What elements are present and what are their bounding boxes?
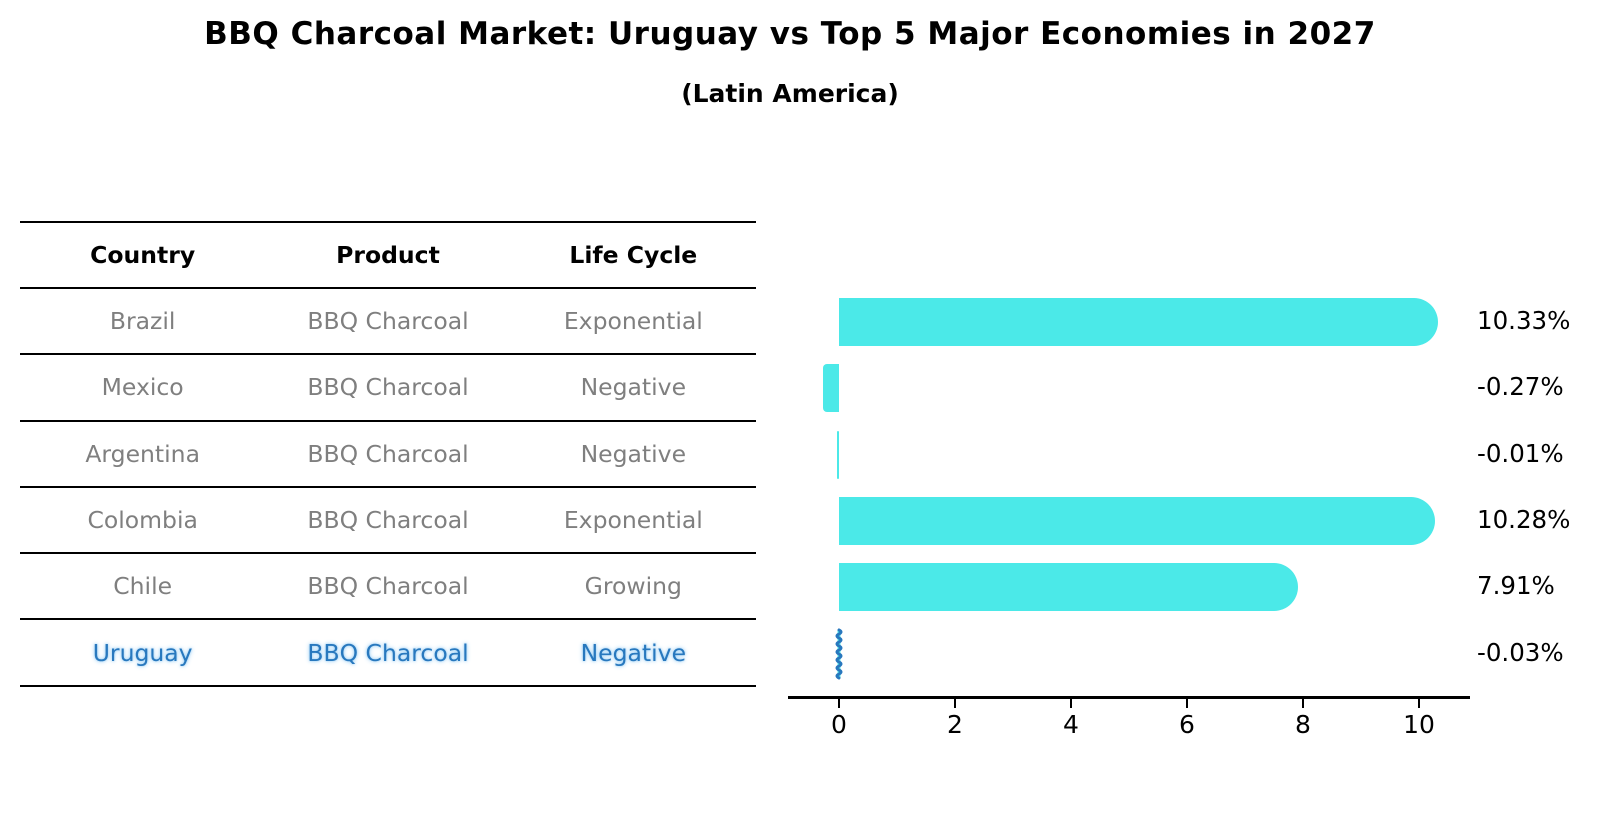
column-header: Product bbox=[336, 241, 440, 269]
table-row: Mexico BBQ Charcoal Negative bbox=[20, 355, 756, 422]
table-cell-product: BBQ Charcoal bbox=[307, 572, 469, 601]
bar-argentina bbox=[837, 430, 839, 479]
table-cell-country: Uruguay bbox=[92, 638, 193, 667]
table-cell-life-cycle: Negative bbox=[580, 439, 687, 468]
x-axis-tick-label: 8 bbox=[1295, 710, 1311, 739]
x-axis-tick bbox=[953, 698, 957, 708]
uruguay-highlight-squiggle bbox=[835, 628, 843, 680]
table-row: Argentina BBQ Charcoal Negative bbox=[20, 422, 756, 488]
table-cell-country: Argentina bbox=[85, 439, 200, 468]
bar-brazil bbox=[839, 298, 1439, 347]
bar-value-label: 10.33% bbox=[1477, 306, 1571, 336]
x-axis-line bbox=[788, 696, 1470, 699]
country-table: Country Product Life Cycle Brazil BBQ Charco… bbox=[20, 221, 756, 687]
table-cell-country: Colombia bbox=[87, 506, 198, 535]
bar-value-label: 7.91% bbox=[1477, 571, 1555, 601]
table-cell-life-cycle: Negative bbox=[580, 373, 687, 402]
table-cell-life-cycle: Negative bbox=[580, 638, 687, 667]
table-cell-product: BBQ Charcoal bbox=[307, 638, 469, 667]
x-axis-tick-label: 10 bbox=[1403, 710, 1435, 739]
column-header: Country bbox=[90, 241, 196, 269]
x-axis-tick-label: 0 bbox=[831, 710, 847, 739]
bar-value-label: -0.03% bbox=[1477, 637, 1564, 667]
table-row: Colombia BBQ Charcoal Exponential bbox=[20, 488, 756, 555]
bar-chile bbox=[839, 563, 1298, 612]
x-axis-tick bbox=[1301, 698, 1305, 708]
x-axis-tick bbox=[1185, 698, 1189, 708]
bar-value-label: -0.27% bbox=[1477, 372, 1564, 402]
table-cell-product: BBQ Charcoal bbox=[307, 506, 469, 535]
bar-mexico bbox=[823, 364, 839, 413]
x-axis-tick-label: 2 bbox=[947, 710, 963, 739]
table-cell-product: BBQ Charcoal bbox=[307, 307, 469, 336]
table-row: Uruguay BBQ Charcoal Negative bbox=[20, 620, 756, 687]
table-cell-product: BBQ Charcoal bbox=[307, 439, 469, 468]
table-cell-country: Brazil bbox=[109, 307, 176, 336]
x-axis-tick bbox=[1069, 698, 1073, 708]
table-cell-country: Chile bbox=[113, 572, 173, 601]
bar-value-label: 10.28% bbox=[1477, 505, 1571, 535]
chart-title: BBQ Charcoal Market: Uruguay vs Top 5 Ma… bbox=[204, 16, 1376, 52]
table-row: Chile BBQ Charcoal Growing bbox=[20, 554, 756, 621]
table-cell-life-cycle: Growing bbox=[584, 572, 682, 601]
table-header-row: Country Product Life Cycle bbox=[20, 221, 756, 289]
x-axis-tick-label: 4 bbox=[1063, 710, 1079, 739]
x-axis-tick bbox=[837, 698, 841, 708]
table-cell-product: BBQ Charcoal bbox=[307, 373, 469, 402]
table-cell-life-cycle: Exponential bbox=[563, 307, 703, 336]
table-cell-country: Mexico bbox=[101, 373, 184, 402]
bar-colombia bbox=[839, 497, 1436, 546]
x-axis-tick bbox=[1417, 698, 1421, 708]
x-axis-tick-label: 6 bbox=[1179, 710, 1195, 739]
table-row: Brazil BBQ Charcoal Exponential bbox=[20, 289, 756, 356]
bar-value-label: -0.01% bbox=[1477, 438, 1564, 468]
chart-subtitle: (Latin America) bbox=[681, 79, 899, 108]
column-header: Life Cycle bbox=[569, 241, 698, 269]
table-cell-life-cycle: Exponential bbox=[563, 506, 703, 535]
